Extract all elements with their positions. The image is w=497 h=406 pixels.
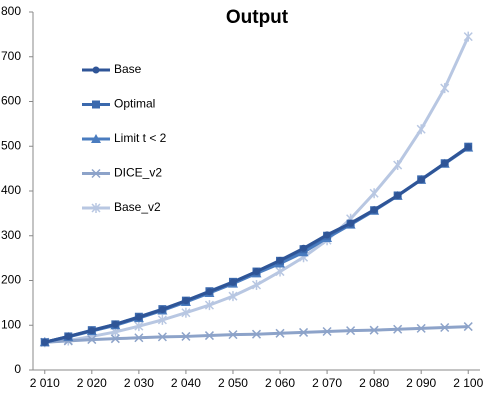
marker	[417, 176, 425, 184]
x-tick-label: 2 060	[265, 376, 295, 390]
marker	[111, 320, 119, 328]
marker	[204, 331, 214, 341]
marker	[322, 326, 332, 337]
marker	[91, 168, 101, 179]
marker	[369, 325, 379, 335]
legend-label: DICE_v2	[114, 166, 162, 180]
marker	[464, 143, 472, 151]
marker	[158, 306, 166, 314]
series-line	[44, 145, 470, 344]
marker	[91, 134, 101, 143]
marker	[41, 338, 49, 346]
marker	[251, 279, 262, 290]
x-tick-label: 2 020	[77, 376, 107, 390]
series-line	[44, 145, 470, 344]
marker	[463, 31, 473, 42]
x-tick-label: 2 080	[359, 376, 389, 390]
marker	[92, 66, 100, 74]
marker	[394, 191, 402, 199]
chart-title: Output	[226, 7, 289, 28]
marker	[64, 332, 72, 340]
marker	[251, 329, 262, 339]
marker	[347, 219, 355, 227]
y-tick-label: 300	[1, 228, 21, 242]
marker	[393, 324, 403, 334]
marker	[441, 159, 449, 167]
marker	[369, 188, 379, 199]
marker	[135, 313, 143, 321]
x-tick-label: 2 040	[171, 376, 201, 390]
marker	[393, 160, 403, 171]
marker	[157, 314, 167, 325]
y-tick-label: 100	[1, 317, 21, 331]
marker	[370, 206, 378, 214]
marker	[416, 323, 426, 333]
x-tick-label: 2 090	[406, 376, 436, 390]
marker	[275, 266, 285, 277]
marker	[228, 291, 238, 302]
marker	[181, 307, 191, 318]
marker	[91, 203, 101, 213]
legend-label: Base_v2	[114, 200, 161, 214]
y-tick-label: 600	[1, 94, 21, 108]
marker	[87, 335, 97, 345]
marker	[228, 330, 238, 340]
x-tick-label: 2 070	[312, 376, 342, 390]
y-tick-label: 200	[1, 273, 21, 287]
marker	[181, 331, 191, 341]
marker	[204, 300, 214, 311]
marker	[440, 322, 450, 333]
marker	[229, 278, 237, 286]
legend-label: Optimal	[114, 97, 155, 111]
marker	[157, 332, 167, 342]
marker	[92, 100, 100, 109]
marker	[134, 333, 144, 343]
x-tick-label: 2 010	[30, 376, 60, 390]
marker	[205, 288, 213, 296]
marker	[463, 322, 473, 332]
y-tick-label: 400	[1, 183, 21, 197]
marker	[110, 334, 120, 344]
legend-label: Base	[114, 62, 142, 76]
marker	[300, 244, 308, 252]
marker	[276, 256, 284, 264]
y-tick-label: 700	[1, 49, 21, 63]
marker	[275, 328, 285, 338]
marker	[416, 124, 426, 135]
marker	[299, 327, 309, 337]
series-line	[44, 146, 470, 344]
legend-label: Limit t < 2	[114, 131, 167, 145]
y-tick-label: 500	[1, 138, 21, 152]
x-tick-label: 2 100	[453, 376, 483, 390]
marker	[88, 327, 96, 335]
marker	[253, 268, 260, 276]
y-tick-label: 0	[14, 362, 21, 376]
marker	[346, 326, 356, 336]
y-tick-label: 800	[1, 4, 21, 18]
marker	[182, 297, 190, 305]
x-tick-label: 2 050	[218, 376, 248, 390]
x-tick-label: 2 030	[124, 376, 154, 390]
marker	[323, 231, 331, 239]
marker	[134, 321, 144, 332]
marker	[440, 83, 450, 94]
